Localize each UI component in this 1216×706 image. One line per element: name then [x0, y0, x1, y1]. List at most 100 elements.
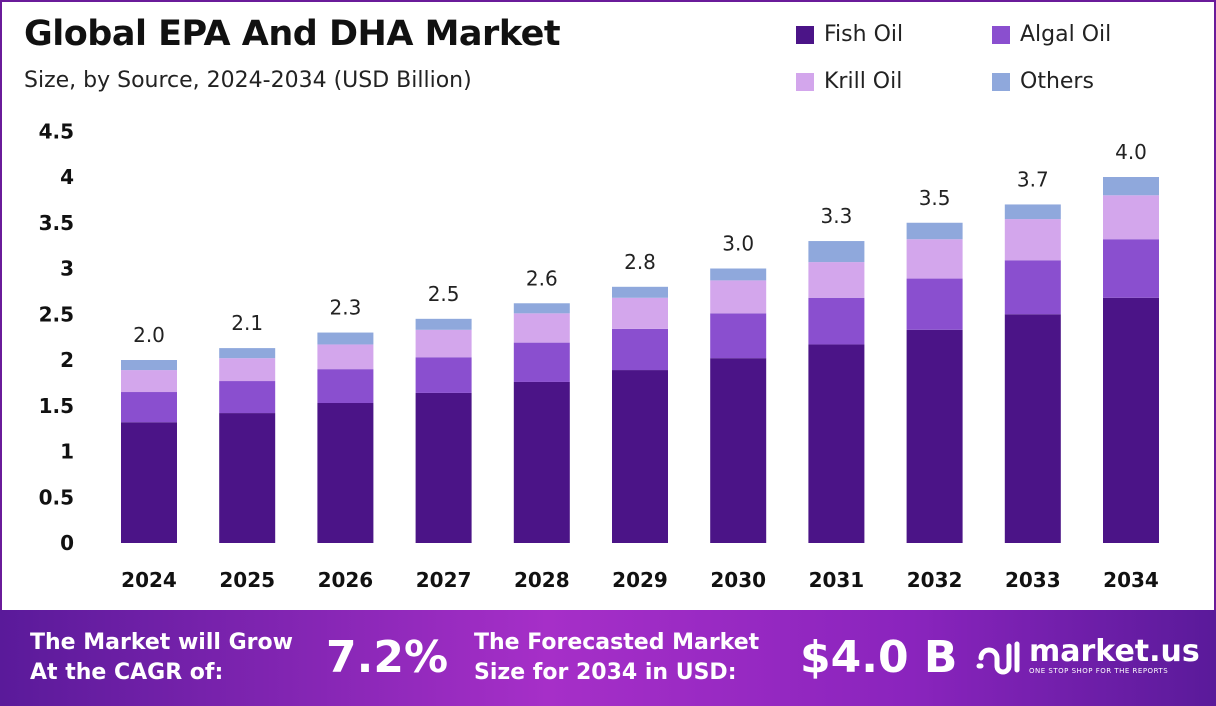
y-tick-label: 2 [60, 348, 74, 372]
bar-segment-krill-oil [513, 313, 570, 343]
x-tick-label: 2027 [416, 568, 472, 592]
y-tick-label: 0 [60, 531, 74, 555]
total-data-label: 2.5 [428, 282, 460, 306]
cagr-label-line: The Market will Grow [30, 630, 293, 655]
bar-segment-algal-oil [906, 278, 963, 330]
total-data-label: 2.6 [526, 266, 558, 290]
chart-subtitle: Size, by Source, 2024-2034 (USD Billion) [24, 68, 472, 93]
x-tick-label: 2032 [907, 568, 963, 592]
total-data-label: 2.0 [133, 323, 165, 347]
bar-segment-algal-oil [1103, 239, 1159, 298]
bar-segment-krill-oil [612, 297, 668, 329]
legend-item-krill-oil: Krill Oil [796, 69, 902, 94]
y-tick-label: 4 [60, 165, 74, 189]
x-tick-label: 2028 [514, 568, 570, 592]
total-data-label: 2.8 [624, 250, 656, 274]
logo-icon [976, 641, 1020, 675]
bar-segment-fish-oil [219, 413, 276, 543]
bar-segment-krill-oil [121, 370, 177, 393]
summary-banner: The Market will Grow At the CAGR of: 7.2%… [0, 610, 1216, 706]
logo-tagline: ONE STOP SHOP FOR THE REPORTS [1029, 667, 1169, 675]
legend-swatch [796, 72, 814, 91]
y-tick-label: 3 [60, 257, 74, 281]
x-tick-label: 2033 [1005, 568, 1061, 592]
bar-segment-fish-oil [906, 329, 963, 543]
forecast-label-line: The Forecasted Market [474, 630, 760, 655]
bar-segment-algal-oil [1004, 260, 1061, 315]
bar-segment-others [906, 222, 963, 240]
bar-segment-algal-oil [612, 328, 668, 371]
legend-swatch [796, 25, 814, 44]
total-data-label: 2.1 [231, 311, 263, 335]
bar-segment-krill-oil [415, 329, 472, 358]
y-tick-label: 0.5 [39, 485, 74, 509]
x-tick-label: 2026 [318, 568, 374, 592]
bar-chart: 0 0.5 1 1.5 2 2.5 3 3.5 4 4.5 2.0 2024 2.1 2025 2.3 202… [39, 119, 1159, 592]
bar-segment-krill-oil [219, 358, 276, 382]
bar-segment-fish-oil [415, 392, 472, 543]
legend-label: Krill Oil [824, 69, 903, 94]
bar-segment-others [121, 360, 177, 371]
bar-segment-algal-oil [415, 357, 472, 393]
total-data-label: 3.5 [919, 186, 951, 210]
bar-segment-algal-oil [808, 297, 865, 345]
logo-text: market.us [1029, 634, 1200, 669]
bar-segment-fish-oil [710, 358, 767, 543]
y-tick-label: 3.5 [39, 211, 74, 235]
bar-segment-others [317, 332, 374, 345]
x-tick-label: 2034 [1103, 568, 1159, 592]
bar-segment-others [1004, 204, 1061, 220]
x-tick-label: 2025 [219, 568, 275, 592]
bar-segment-others [219, 348, 276, 359]
legend-label: Others [1020, 69, 1094, 94]
bar-segment-krill-oil [317, 344, 374, 370]
bar-segment-fish-oil [513, 381, 570, 543]
total-data-label: 2.3 [329, 296, 361, 320]
y-tick-label: 4.5 [39, 119, 74, 143]
bar-segment-krill-oil [1103, 195, 1159, 240]
x-tick-label: 2024 [121, 568, 177, 592]
forecast-value: $4.0 B [800, 632, 958, 683]
bar-segment-algal-oil [121, 392, 177, 423]
bar-segment-others [710, 268, 767, 281]
y-tick-label: 2.5 [39, 302, 74, 326]
bar-segment-fish-oil [121, 422, 177, 543]
market-us-logo: market.us ONE STOP SHOP FOR THE REPORTS [975, 636, 1200, 676]
legend-label: Fish Oil [824, 22, 904, 47]
x-tick-label: 2031 [809, 568, 865, 592]
legend-swatch [992, 72, 1010, 91]
y-tick-label: 1.5 [39, 394, 74, 418]
bar-segment-krill-oil [710, 280, 767, 314]
bar-segment-krill-oil [808, 262, 865, 298]
total-data-label: 4.0 [1115, 140, 1147, 164]
legend-item-algal-oil: Algal Oil [992, 22, 1111, 47]
bar-segment-others [513, 303, 570, 314]
bar-segment-algal-oil [513, 342, 570, 382]
legend-swatch [992, 25, 1010, 44]
total-data-label: 3.3 [820, 204, 852, 228]
forecast-label: The Forecasted Market Size for 2034 in US… [474, 628, 759, 688]
bar-segment-others [1103, 177, 1159, 196]
bar-segment-others [415, 318, 472, 330]
bar-segment-krill-oil [1004, 219, 1061, 261]
total-data-label: 3.7 [1017, 167, 1049, 191]
cagr-label-line: At the CAGR of: [30, 660, 224, 685]
bar-segment-others [612, 286, 668, 298]
x-tick-label: 2029 [612, 568, 668, 592]
bar-segment-fish-oil [612, 370, 668, 543]
cagr-label: The Market will Grow At the CAGR of: [30, 628, 293, 688]
total-data-label: 3.0 [722, 232, 754, 256]
legend-item-fish-oil: Fish Oil [796, 22, 903, 47]
forecast-label-line: Size for 2034 in USD: [474, 660, 737, 685]
bar-segment-fish-oil [808, 344, 865, 543]
cagr-value: 7.2% [326, 632, 449, 683]
bar-segment-krill-oil [906, 239, 963, 279]
bar-segment-others [808, 241, 865, 263]
bar-segment-algal-oil [317, 369, 374, 404]
x-tick-label: 2030 [710, 568, 766, 592]
bar-segment-algal-oil [710, 313, 767, 359]
bar-segment-algal-oil [219, 381, 276, 414]
legend-label: Algal Oil [1020, 22, 1112, 47]
legend-item-others: Others [992, 69, 1094, 94]
y-tick-label: 1 [60, 440, 74, 464]
